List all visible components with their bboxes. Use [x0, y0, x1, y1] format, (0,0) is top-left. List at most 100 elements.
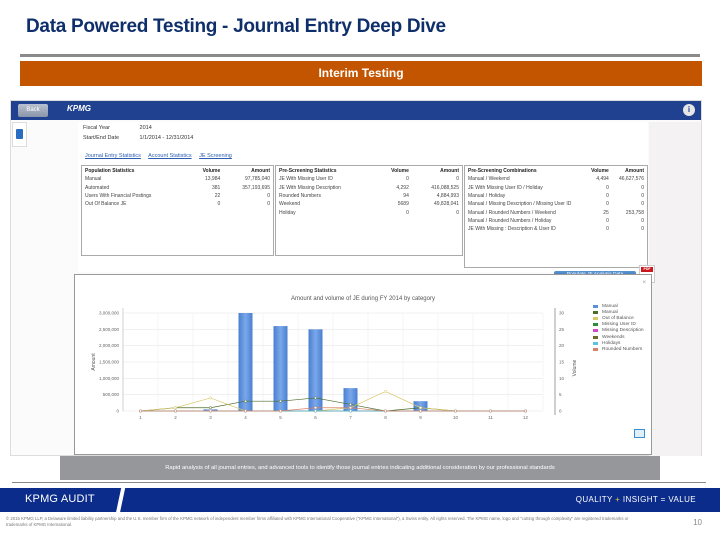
legend-swatch: [593, 335, 598, 339]
right-margin: [649, 122, 701, 456]
amount-cell: 357,193,695: [242, 184, 270, 191]
amount-cell: 4,884,993: [436, 192, 459, 199]
close-icon[interactable]: ×: [642, 280, 646, 286]
document-icon[interactable]: [16, 129, 23, 139]
info-icon[interactable]: i: [683, 104, 695, 116]
row-label: Out Of Balance JE: [85, 201, 127, 208]
legend-label: Manual: [602, 309, 618, 315]
table-row: Manual / Holiday 0 0: [465, 192, 647, 200]
back-button[interactable]: Back: [18, 104, 48, 117]
table-row: Users With Financial Postings 22 0: [82, 192, 273, 200]
table-row: Manual / Rounded Numbers / Weekend 25 25…: [465, 209, 647, 217]
tab-account-statistics[interactable]: Account Statistics: [148, 153, 192, 159]
legend-label: Out of Balance: [602, 315, 634, 321]
column-header: Volume: [391, 168, 409, 174]
column-header: Population Statistics: [85, 168, 135, 174]
fiscal-year-row: Fiscal Year 2014: [83, 125, 152, 131]
legend-item[interactable]: Holidays: [593, 340, 644, 346]
row-label: Manual / Holiday: [468, 192, 506, 199]
footer-brand: KPMG AUDIT: [25, 493, 95, 505]
svg-text:500,000: 500,000: [103, 392, 120, 397]
column-header: Volume: [591, 168, 609, 174]
section-banner: Interim Testing: [20, 61, 702, 86]
row-label: Manual: [85, 176, 102, 183]
chart-title: Amount and volume of JE during FY 2014 b…: [291, 296, 435, 302]
tagline-plus: +: [615, 495, 621, 504]
svg-text:Volume: Volume: [572, 359, 578, 376]
table-row: Manual 13,984 97,785,040: [82, 175, 273, 183]
legend-item[interactable]: Out of Balance: [593, 315, 644, 321]
row-label: Weekend: [279, 201, 301, 208]
legend-item[interactable]: Manual: [593, 309, 644, 315]
column-header: Amount: [251, 168, 270, 174]
volume-cell: 0: [606, 226, 609, 233]
tab-journal-entry-statistics[interactable]: Journal Entry Statistics: [85, 153, 141, 159]
row-label: Manual / Missing Description / Missing U…: [468, 201, 572, 208]
pre-screening-combinations-table: Pre-Screening Combinations Volume Amount…: [464, 165, 648, 268]
volume-cell: 0: [406, 176, 409, 183]
svg-text:Amount: Amount: [91, 353, 97, 371]
slide-title: Data Powered Testing - Journal Entry Dee…: [26, 16, 446, 37]
svg-text:6: 6: [314, 415, 317, 420]
tabs: Journal Entry Statistics Account Statist…: [85, 153, 238, 159]
legal-disclaimer: © 2015 KPMG LLP, a Delaware limited liab…: [6, 516, 629, 527]
date-range-label: Start/End Date: [83, 135, 120, 141]
svg-text:15: 15: [559, 360, 565, 365]
image-export-icon[interactable]: [634, 429, 645, 438]
legend-item[interactable]: Rounded Numbers: [593, 346, 644, 352]
legend-item[interactable]: Missing User ID: [593, 322, 644, 328]
svg-text:2,000,000: 2,000,000: [99, 343, 120, 348]
row-label: JE With Missing Description: [279, 184, 341, 191]
footer-bar: KPMG AUDIT QUALITY + INSIGHT = VALUE: [0, 488, 720, 518]
amount-cell: 416,088,525: [431, 184, 459, 191]
column-header: Amount: [440, 168, 459, 174]
svg-text:12: 12: [523, 415, 529, 420]
table-row: JE With Missing User ID 0 0: [276, 175, 462, 183]
row-label: Users With Financial Postings: [85, 192, 152, 199]
volume-cell: 0: [606, 218, 609, 225]
volume-cell: 0: [606, 184, 609, 191]
table-row: JE With Missing User ID / Holiday 0 0: [465, 183, 647, 191]
legend-item[interactable]: Weekends: [593, 334, 644, 340]
table-row: Manual / Missing Description / Missing U…: [465, 200, 647, 208]
svg-text:4: 4: [244, 415, 247, 420]
column-header: Amount: [625, 168, 644, 174]
side-panel: [12, 122, 27, 147]
title-divider: [20, 54, 700, 57]
volume-cell: 0: [406, 209, 409, 216]
svg-text:11: 11: [488, 415, 493, 420]
legend-label: Missing User ID: [602, 322, 636, 328]
svg-text:1,000,000: 1,000,000: [99, 376, 120, 381]
table-row: Holiday 0 0: [276, 209, 462, 217]
amount-cell: 0: [641, 184, 644, 191]
je-statistics-panel: Fiscal Year 2014 Start/End Date 1/1/2014…: [78, 122, 655, 283]
svg-text:25: 25: [559, 327, 565, 332]
legend-item[interactable]: Missing Description: [593, 328, 644, 334]
je-category-chart-panel: × Amount and volume of JE during FY 2014…: [74, 274, 652, 455]
tab-je-screening[interactable]: JE Screening: [199, 153, 232, 159]
tagline-rest: INSIGHT = VALUE: [620, 495, 696, 504]
legend-swatch: [593, 347, 598, 351]
legend-swatch: [593, 341, 598, 345]
legend-item[interactable]: Manual: [593, 303, 644, 309]
svg-text:5: 5: [559, 392, 562, 397]
row-label: Holiday: [279, 209, 296, 216]
row-label: Rounded Numbers: [279, 192, 321, 199]
tagline-quality: QUALITY: [575, 495, 616, 504]
amount-cell: 0: [641, 226, 644, 233]
legend-label: Rounded Numbers: [602, 346, 643, 352]
legend-swatch: [593, 323, 598, 327]
svg-text:2: 2: [174, 415, 177, 420]
svg-text:5: 5: [279, 415, 282, 420]
kpmg-logo: KPMG: [67, 104, 91, 113]
legend-label: Weekends: [602, 334, 625, 340]
svg-text:0: 0: [559, 409, 562, 414]
svg-text:10: 10: [559, 376, 565, 381]
svg-text:20: 20: [559, 343, 565, 348]
volume-cell: 5689: [397, 201, 409, 208]
svg-text:9: 9: [419, 415, 422, 420]
row-label: JE With Missing User ID: [279, 176, 333, 183]
page-number: 10: [693, 518, 702, 527]
app-header: Back KPMG i: [11, 101, 701, 120]
table-row: Manual / Rounded Numbers / Holiday 0 0: [465, 217, 647, 225]
